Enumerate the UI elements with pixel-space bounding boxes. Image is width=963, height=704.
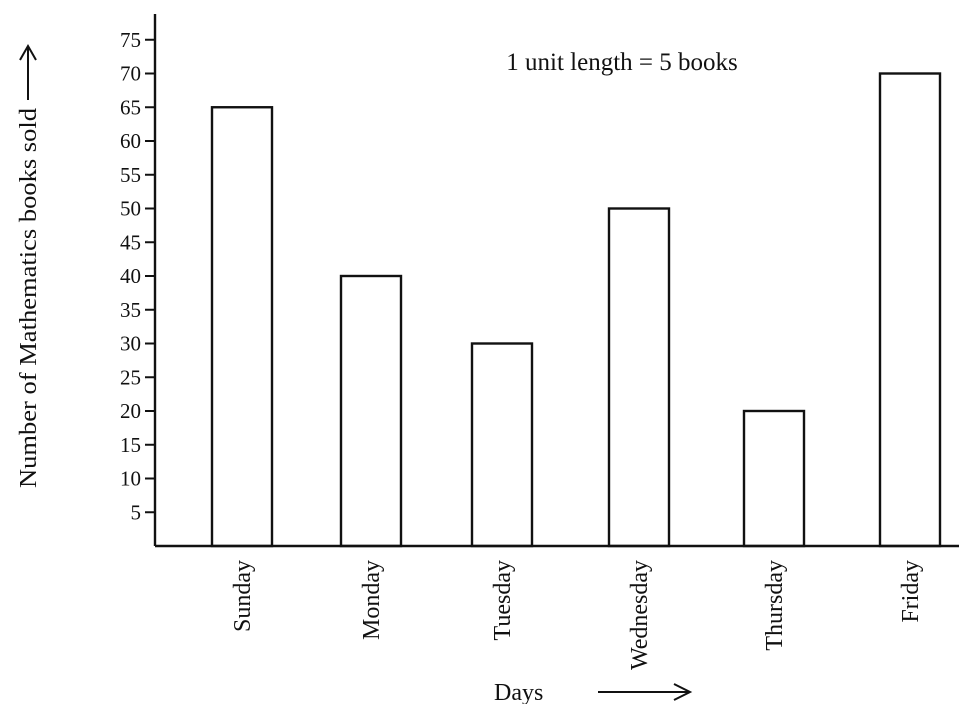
bars: [210, 72, 942, 548]
x-tick-label: Thursday: [762, 560, 788, 651]
bar-friday: [878, 72, 942, 548]
y-tick-label: 70: [120, 62, 141, 86]
y-tick-label: 35: [120, 298, 141, 322]
y-axis-title: Number of Mathematics books sold: [16, 108, 42, 488]
x-tick-label: Monday: [359, 560, 385, 640]
x-axis-title: Days: [494, 680, 543, 704]
x-tick-label: Wednesday: [627, 560, 653, 670]
y-axis-ticks: 5 10 15 20 25 30 35 40 45 50 55 60 65 70 75: [120, 28, 155, 524]
y-tick-label: 5: [131, 500, 142, 524]
x-axis-title-group: Days: [494, 680, 693, 704]
y-tick-label: 40: [120, 264, 141, 288]
x-tick-label: Tuesday: [490, 560, 516, 640]
y-axis-arrow-icon: [19, 43, 37, 100]
y-arrow-head: [19, 43, 37, 61]
scale-annotation: 1 unit length = 5 books: [506, 49, 737, 76]
y-tick-label: 20: [120, 399, 141, 423]
bar-sunday: [210, 106, 274, 548]
y-tick-label: 50: [120, 197, 141, 221]
y-tick-label: 65: [120, 95, 141, 119]
bar-tuesday: [470, 342, 534, 548]
y-tick-label: 30: [120, 332, 141, 356]
x-axis-arrow-icon: [598, 683, 693, 701]
x-axis-labels: Sunday Monday Tuesday Wednesday Thursday Frid…: [230, 560, 924, 670]
y-tick-label: 55: [120, 163, 141, 187]
y-tick-label: 75: [120, 28, 141, 52]
y-tick-label: 10: [120, 467, 141, 491]
x-arrow-head: [673, 683, 693, 701]
bar-thursday: [742, 409, 806, 548]
bar-monday: [339, 274, 403, 548]
x-tick-label: Sunday: [230, 560, 256, 632]
y-tick-label: 25: [120, 365, 141, 389]
x-tick-label: Friday: [898, 560, 924, 623]
bar-wednesday: [607, 207, 671, 548]
y-tick-label: 60: [120, 129, 141, 153]
y-axis-title-group: Number of Mathematics books sold: [16, 43, 42, 488]
y-tick-label: 15: [120, 433, 141, 457]
y-tick-label: 45: [120, 230, 141, 254]
